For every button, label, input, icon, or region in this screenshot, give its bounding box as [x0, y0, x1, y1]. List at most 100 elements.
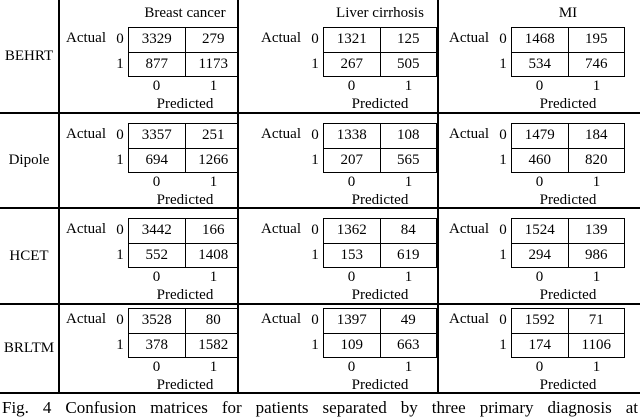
- predicted-class-1-label: 1: [592, 269, 601, 285]
- predicted-class-1-label: 1: [404, 78, 413, 94]
- actual-class-0-label: 0: [499, 127, 507, 143]
- actual-axis-label: Actual: [449, 311, 489, 327]
- matrix-cell: 505: [379, 51, 437, 77]
- matrix-cell: 619: [379, 242, 437, 268]
- actual-class-1-label: 1: [499, 56, 507, 72]
- actual-class-1-label: 1: [311, 247, 319, 263]
- actual-class-0-label: 0: [311, 31, 319, 47]
- predicted-class-0-label: 0: [535, 269, 544, 285]
- matrix-cell: 3357: [128, 123, 186, 149]
- predicted-axis-label: Predicted: [156, 192, 214, 207]
- confusion-matrix-table: 1524 139 294 986: [511, 218, 626, 268]
- matrix-cell: 294: [511, 242, 569, 268]
- actual-class-0-label: 0: [116, 222, 124, 238]
- actual-class-0-label: 0: [311, 312, 319, 328]
- matrix-cell: 139: [567, 218, 626, 244]
- confusion-panel: Actual 0 1 3528 80 378 1582 0 1 Predicted: [60, 305, 237, 392]
- confusion-panel: Actual 0 1 3442 166 552 1408 0 1 Predicted: [60, 209, 237, 303]
- matrix-cell: 694: [128, 147, 186, 173]
- actual-axis-label: Actual: [261, 311, 301, 327]
- confusion-matrix-table: 3442 166 552 1408: [128, 218, 237, 268]
- predicted-class-1-label: 1: [209, 174, 218, 190]
- matrix-cell: 267: [323, 51, 381, 77]
- predicted-class-0-label: 0: [152, 359, 161, 375]
- matrix-cell: 986: [567, 242, 626, 268]
- actual-class-0-label: 0: [116, 312, 124, 328]
- panel-strip: Actual 0 1 3442 166 552 1408 0 1 Predicted Actual 0…: [60, 209, 640, 303]
- confusion-panel: Actual 0 1 1397 49 109 663 0 1 Predicted: [237, 305, 437, 392]
- predicted-class-0-label: 0: [152, 78, 161, 94]
- actual-axis-label: Actual: [261, 221, 301, 237]
- predicted-class-0-label: 0: [347, 269, 356, 285]
- confusion-panel: Actual 0 1 1524 139 294 986 0 1 Predicted: [437, 209, 640, 303]
- matrix-cell: 1524: [511, 218, 569, 244]
- actual-class-1-label: 1: [311, 152, 319, 168]
- matrix-cell: 174: [511, 332, 569, 358]
- matrix-cell: 663: [379, 332, 437, 358]
- model-label: Dipole: [8, 152, 50, 168]
- actual-class-1-label: 1: [311, 56, 319, 72]
- predicted-axis-label: Predicted: [156, 96, 214, 112]
- confusion-matrix-table: 1479 184 460 820: [511, 123, 626, 173]
- actual-class-0-label: 0: [116, 127, 124, 143]
- confusion-matrix-table: 3528 80 378 1582: [128, 308, 237, 358]
- predicted-class-0-label: 0: [152, 269, 161, 285]
- confusion-matrix-table: 3357 251 694 1266: [128, 123, 237, 173]
- predicted-class-0-label: 0: [347, 359, 356, 375]
- actual-class-0-label: 0: [311, 127, 319, 143]
- actual-class-1-label: 1: [499, 337, 507, 353]
- disease-title: Liver cirrhosis: [336, 5, 424, 21]
- matrix-cell: 1468: [511, 27, 569, 53]
- actual-class-0-label: 0: [311, 222, 319, 238]
- predicted-axis-label: Predicted: [156, 287, 214, 303]
- predicted-class-0-label: 0: [535, 174, 544, 190]
- confusion-matrix-table: 1338 108 207 565: [323, 123, 437, 173]
- matrix-cell: 71: [567, 308, 625, 334]
- actual-axis-label: Actual: [66, 30, 106, 46]
- panel-strip: Actual 0 1 3528 80 378 1582 0 1 Predicted Actual 0 1…: [60, 305, 640, 392]
- confusion-matrix-table: 1362 84 153 619: [323, 218, 437, 268]
- predicted-class-1-label: 1: [209, 359, 218, 375]
- predicted-axis-label: Predicted: [156, 377, 214, 392]
- matrix-cell: 1321: [323, 27, 381, 53]
- matrix-cell: 3329: [128, 27, 186, 53]
- confusion-matrix-table: 1397 49 109 663: [323, 308, 437, 358]
- actual-class-0-label: 0: [499, 312, 507, 328]
- predicted-class-0-label: 0: [347, 78, 356, 94]
- predicted-class-1-label: 1: [404, 174, 413, 190]
- actual-class-1-label: 1: [116, 247, 124, 263]
- matrix-cell: 80: [184, 308, 237, 334]
- model-label: BEHRT: [4, 47, 54, 64]
- confusion-panel: Actual 0 1 1338 108 207 565 0 1 Predicted: [237, 114, 437, 207]
- figure-caption: Fig. 4 Confusion matrices for patients s…: [2, 398, 638, 417]
- predicted-class-1-label: 1: [404, 269, 413, 285]
- matrix-cell: 534: [511, 51, 569, 77]
- confusion-matrix-table: 3329 279 877 1173: [128, 27, 237, 77]
- predicted-class-0-label: 0: [152, 174, 161, 190]
- actual-axis-label: Actual: [261, 126, 301, 142]
- actual-class-0-label: 0: [499, 31, 507, 47]
- predicted-axis-label: Predicted: [539, 377, 597, 392]
- predicted-axis-label: Predicted: [539, 96, 597, 112]
- predicted-class-1-label: 1: [209, 269, 218, 285]
- predicted-axis-label: Predicted: [351, 192, 409, 207]
- confusion-matrix-table: 1321 125 267 505: [323, 27, 437, 77]
- predicted-class-1-label: 1: [592, 359, 601, 375]
- actual-class-0-label: 0: [499, 222, 507, 238]
- panel-strip: Actual 0 1 3357 251 694 1266 0 1 Predicted Actual 0…: [60, 114, 640, 207]
- confusion-panel: Actual 0 1 1362 84 153 619 0 1 Predicted: [237, 209, 437, 303]
- matrix-cell: 1173: [184, 51, 237, 77]
- actual-axis-label: Actual: [449, 30, 489, 46]
